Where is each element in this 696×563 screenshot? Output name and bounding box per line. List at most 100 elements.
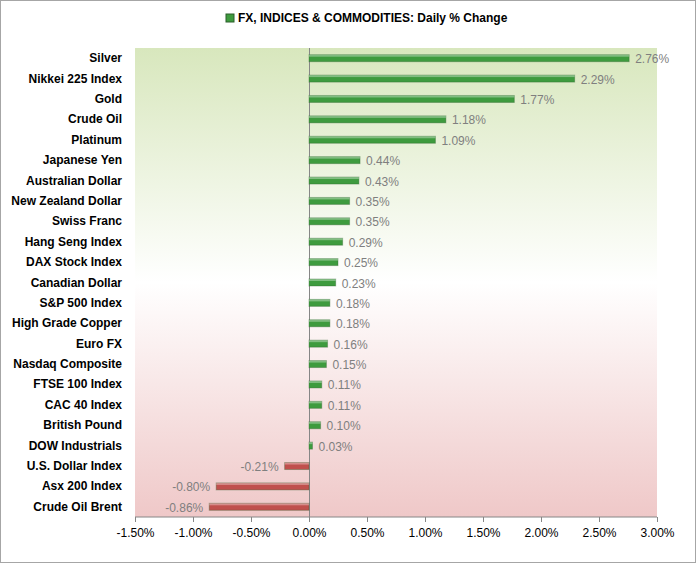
category-label: DOW Industrials (29, 439, 123, 453)
data-label: 0.43% (365, 175, 399, 189)
bar-highlight (285, 463, 309, 465)
category-label: U.S. Dollar Index (27, 459, 123, 473)
bar (209, 503, 309, 510)
data-label: 0.29% (349, 236, 383, 250)
bar (309, 279, 336, 286)
bar-highlight (216, 483, 309, 485)
legend-label: FX, INDICES & COMMODITIES: Daily % Chang… (238, 11, 508, 25)
category-label: Crude Oil (68, 112, 122, 126)
data-label: 0.25% (344, 256, 378, 270)
bar-highlight (309, 55, 629, 57)
bar-highlight (309, 422, 321, 424)
category-label: British Pound (43, 418, 122, 432)
bar-highlight (209, 503, 309, 505)
category-label: Gold (95, 92, 122, 106)
data-label: 0.35% (356, 195, 390, 209)
bar (309, 157, 360, 164)
bar-highlight (309, 157, 360, 159)
category-label: Nikkei 225 Index (29, 72, 123, 86)
data-label: 0.18% (336, 297, 370, 311)
x-tick (599, 517, 600, 522)
bar-highlight (309, 401, 322, 403)
x-tick (367, 517, 368, 522)
category-label: Platinum (71, 133, 122, 147)
plot-background (135, 48, 657, 517)
bar (309, 116, 446, 123)
bar-highlight (309, 116, 446, 118)
data-label: -0.86% (165, 501, 203, 515)
bar (309, 361, 326, 368)
bar (309, 442, 312, 449)
category-label: Canadian Dollar (31, 276, 123, 290)
x-tick (425, 517, 426, 522)
data-label: 0.03% (318, 440, 352, 454)
data-label: 0.10% (327, 419, 361, 433)
category-label: Hang Seng Index (25, 235, 123, 249)
data-label: 0.11% (328, 399, 361, 413)
data-label: 0.11% (328, 378, 361, 392)
category-label: Crude Oil Brent (33, 500, 122, 514)
bar-highlight (309, 361, 326, 363)
bar (309, 177, 359, 184)
bars (209, 55, 629, 511)
bar (309, 401, 322, 408)
x-tick-label: 0.00% (292, 526, 326, 540)
category-label: Silver (89, 51, 122, 65)
bar (216, 483, 309, 490)
bar-highlight (309, 279, 336, 281)
data-label: 1.77% (520, 93, 554, 107)
bar-highlight (309, 95, 514, 97)
category-label: High Grade Copper (12, 316, 122, 330)
bar (309, 320, 330, 327)
bar (309, 340, 328, 347)
category-label: Japanese Yen (43, 153, 122, 167)
bar-highlight (309, 340, 328, 342)
x-axis-line (135, 517, 657, 518)
category-label: Asx 200 Index (42, 479, 122, 493)
x-tick-label: -0.50% (232, 526, 270, 540)
x-tick-label: -1.00% (174, 526, 212, 540)
data-label: 0.16% (334, 338, 368, 352)
bar-highlight (309, 197, 350, 199)
data-label: 1.09% (441, 134, 475, 148)
bar-highlight (309, 442, 312, 444)
data-label: -0.80% (172, 480, 210, 494)
x-tick-label: 1.50% (466, 526, 500, 540)
x-tick-label: 2.00% (524, 526, 558, 540)
bar (309, 95, 514, 102)
bar (309, 136, 435, 143)
bar-highlight (309, 381, 322, 383)
bar (309, 55, 629, 62)
data-label: 2.29% (581, 73, 615, 87)
bar (309, 75, 575, 82)
x-tick (251, 517, 252, 522)
bar-highlight (309, 299, 330, 301)
data-label: 1.18% (452, 113, 486, 127)
chart-frame (1, 1, 696, 563)
bar-highlight (309, 136, 435, 138)
bar (309, 238, 343, 245)
data-label: 0.35% (356, 215, 390, 229)
category-label: Australian Dollar (26, 174, 122, 188)
x-tick-label: 1.00% (408, 526, 442, 540)
x-tick-label: 3.00% (640, 526, 674, 540)
bar (309, 197, 350, 204)
x-tick-label: 2.50% (582, 526, 616, 540)
bar (309, 422, 321, 429)
bar-highlight (309, 177, 359, 179)
data-label: 2.76% (635, 52, 669, 66)
bar-highlight (309, 238, 343, 240)
category-label: Nasdaq Composite (13, 357, 122, 371)
data-label: 0.23% (342, 277, 376, 291)
x-tick (135, 517, 136, 522)
x-tick (483, 517, 484, 522)
bar-highlight (309, 218, 350, 220)
bar-highlight (309, 75, 575, 77)
x-tick (657, 517, 658, 522)
bar (285, 463, 309, 470)
x-tick (193, 517, 194, 522)
bar-highlight (309, 259, 338, 261)
x-tick-label: 0.50% (350, 526, 384, 540)
category-label: New Zealand Dollar (11, 194, 122, 208)
data-label: -0.21% (241, 460, 279, 474)
